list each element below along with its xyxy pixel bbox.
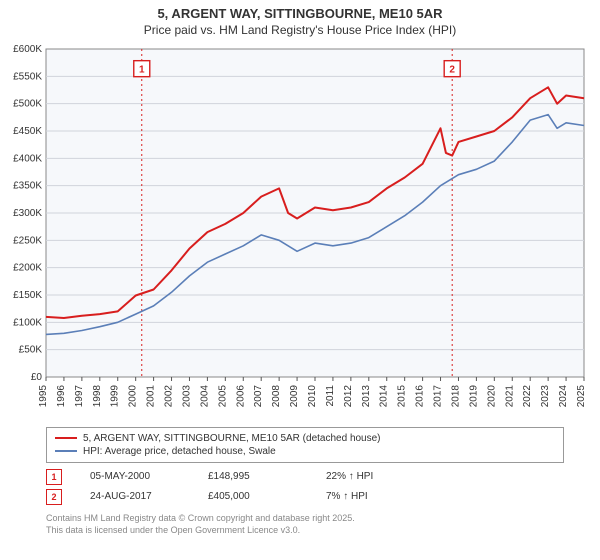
svg-text:2011: 2011 xyxy=(325,384,336,406)
sale-delta: 22% ↑ HPI xyxy=(326,471,416,482)
legend-swatch xyxy=(55,450,77,452)
svg-text:2016: 2016 xyxy=(415,384,426,407)
sales-table: 1 05-MAY-2000 £148,995 22% ↑ HPI 2 24-AUG-201… xyxy=(46,467,564,507)
svg-text:2025: 2025 xyxy=(576,384,587,407)
svg-text:2010: 2010 xyxy=(307,384,318,407)
svg-text:£100K: £100K xyxy=(13,317,42,328)
svg-text:2022: 2022 xyxy=(522,384,533,407)
svg-text:2017: 2017 xyxy=(433,384,444,407)
legend: 5, ARGENT WAY, SITTINGBOURNE, ME10 5AR (… xyxy=(46,427,564,463)
footer-attribution: Contains HM Land Registry data © Crown c… xyxy=(46,513,564,536)
svg-text:1997: 1997 xyxy=(74,384,85,407)
sale-delta: 7% ↑ HPI xyxy=(326,491,416,502)
svg-text:1999: 1999 xyxy=(110,384,121,407)
svg-text:2012: 2012 xyxy=(343,384,354,407)
sale-row: 1 05-MAY-2000 £148,995 22% ↑ HPI xyxy=(46,467,564,487)
footer-line-1: Contains HM Land Registry data © Crown c… xyxy=(46,513,564,525)
svg-text:2024: 2024 xyxy=(558,384,569,407)
svg-text:2014: 2014 xyxy=(379,384,390,407)
svg-text:£450K: £450K xyxy=(13,126,42,137)
sale-price: £148,995 xyxy=(208,471,298,482)
sale-marker: 1 xyxy=(46,469,62,485)
svg-text:2019: 2019 xyxy=(468,384,479,407)
sale-date: 05-MAY-2000 xyxy=(90,471,180,482)
svg-text:2002: 2002 xyxy=(164,384,175,407)
svg-text:2005: 2005 xyxy=(217,384,228,407)
chart-subtitle: Price paid vs. HM Land Registry's House … xyxy=(0,23,600,41)
svg-text:2000: 2000 xyxy=(128,384,139,407)
svg-text:2018: 2018 xyxy=(450,384,461,407)
svg-text:£250K: £250K xyxy=(13,235,42,246)
sale-marker: 2 xyxy=(46,489,62,505)
svg-text:2020: 2020 xyxy=(486,384,497,407)
legend-item: HPI: Average price, detached house, Swal… xyxy=(55,445,555,458)
svg-text:£50K: £50K xyxy=(19,345,43,356)
svg-text:2006: 2006 xyxy=(235,384,246,407)
svg-text:2: 2 xyxy=(449,65,455,76)
footer-line-2: This data is licensed under the Open Gov… xyxy=(46,525,564,537)
line-chart-svg: £0 £50K £100K £150K £200K £250K £300K £350K £400… xyxy=(0,41,600,421)
svg-text:£200K: £200K xyxy=(13,263,42,274)
svg-text:£550K: £550K xyxy=(13,71,42,82)
legend-label: HPI: Average price, detached house, Swal… xyxy=(83,446,276,457)
svg-text:1998: 1998 xyxy=(92,384,103,407)
svg-text:£150K: £150K xyxy=(13,290,42,301)
svg-text:1995: 1995 xyxy=(38,384,49,407)
svg-text:2007: 2007 xyxy=(253,384,264,407)
svg-text:£400K: £400K xyxy=(13,153,42,164)
sale-date: 24-AUG-2017 xyxy=(90,491,180,502)
svg-text:£0: £0 xyxy=(31,372,43,383)
svg-text:£500K: £500K xyxy=(13,99,42,110)
svg-text:£350K: £350K xyxy=(13,181,42,192)
legend-swatch xyxy=(55,437,77,439)
svg-text:2008: 2008 xyxy=(271,384,282,407)
svg-text:2003: 2003 xyxy=(181,384,192,407)
sale-price: £405,000 xyxy=(208,491,298,502)
chart-title: 5, ARGENT WAY, SITTINGBOURNE, ME10 5AR xyxy=(0,0,600,23)
svg-text:2015: 2015 xyxy=(397,384,408,407)
svg-text:1996: 1996 xyxy=(56,384,67,407)
legend-label: 5, ARGENT WAY, SITTINGBOURNE, ME10 5AR (… xyxy=(83,433,381,444)
svg-text:2001: 2001 xyxy=(146,384,157,407)
svg-text:£300K: £300K xyxy=(13,208,42,219)
svg-text:2013: 2013 xyxy=(361,384,372,407)
svg-text:2021: 2021 xyxy=(504,384,515,407)
svg-text:1: 1 xyxy=(139,65,145,76)
sale-row: 2 24-AUG-2017 £405,000 7% ↑ HPI xyxy=(46,487,564,507)
svg-text:2004: 2004 xyxy=(199,384,210,407)
chart-area: £0 £50K £100K £150K £200K £250K £300K £350K £400… xyxy=(0,41,600,421)
legend-item: 5, ARGENT WAY, SITTINGBOURNE, ME10 5AR (… xyxy=(55,432,555,445)
svg-text:2023: 2023 xyxy=(540,384,551,407)
svg-text:2009: 2009 xyxy=(289,384,300,407)
svg-text:£600K: £600K xyxy=(13,44,42,55)
